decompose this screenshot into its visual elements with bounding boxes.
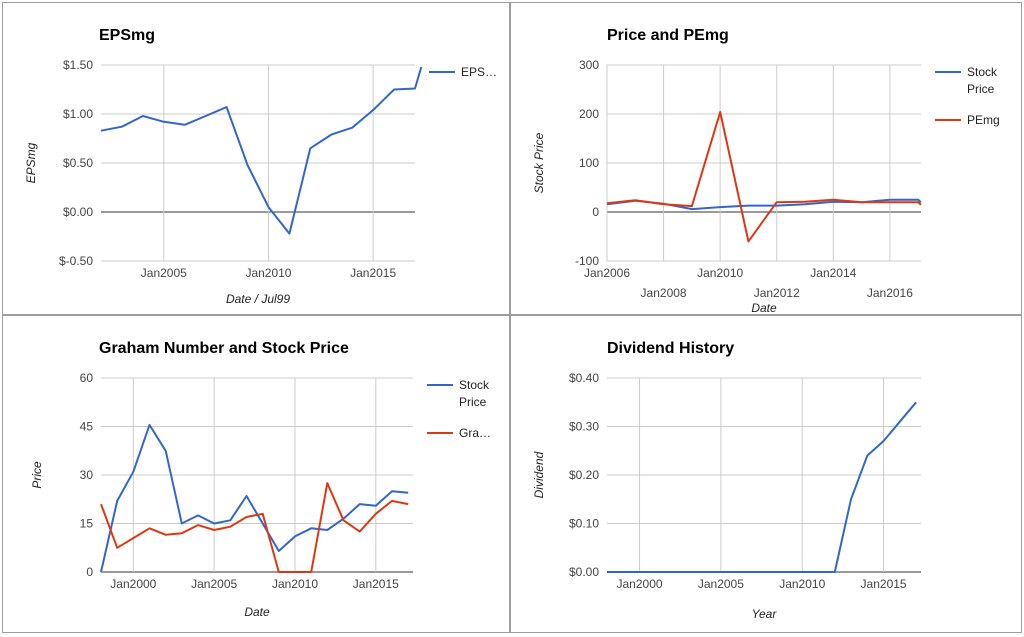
legend-label: Gra… <box>459 426 491 440</box>
legend-label: EPS… <box>461 65 497 79</box>
legend-label: Stock Price <box>967 65 998 96</box>
dividend-chart-panel: Dividend History $0.40 $0.30 $0.20 $0.10 $0.… <box>510 315 1022 633</box>
y-tick-label: $0.20 <box>569 468 599 482</box>
series-line-0 <box>100 423 409 573</box>
x-tick-label: Jan2006 <box>584 266 630 280</box>
y-axis-title: Dividend <box>532 451 546 498</box>
chart-title: Dividend History <box>607 340 735 357</box>
y-tick-label: $0.00 <box>63 205 93 219</box>
x-tick-label: Jan2015 <box>350 266 396 280</box>
y-tick-label: -100 <box>575 254 599 268</box>
series-line-0 <box>606 198 922 211</box>
x-tick-label: Jan2005 <box>191 577 237 591</box>
x-tick-label: Jan2010 <box>697 266 743 280</box>
eps-chart: $1.50 $1.00 $0.50 $0.00 $-0.50 Jan2005 Jan2010… <box>24 58 497 306</box>
series-line-1 <box>606 111 922 243</box>
x-axis-title: Date <box>751 301 777 315</box>
x-tick-label: Jan2010 <box>272 577 318 591</box>
chart-title: Graham Number and Stock Price <box>99 340 349 357</box>
legend-label: Stock Price <box>459 378 490 409</box>
eps-chart-panel: EPSmg $1.50 $1.00 $0.50 $0.00 $-0.50 Jan2005 J… <box>2 2 510 315</box>
y-tick-label: $0.30 <box>569 420 599 434</box>
x-tick-label: Jan2000 <box>617 577 663 591</box>
x-tick-label: Jan2010 <box>779 577 825 591</box>
y-axis-title: EPSmg <box>24 142 38 183</box>
x-tick-label: Jan2005 <box>141 266 187 280</box>
graham-chart: 60 45 30 15 0 Jan2000 Jan2005 Jan2010 Jan2015 Dat… <box>30 371 491 619</box>
graham-chart-panel: Graham Number and Stock Price 60 45 30 15 0 J… <box>2 315 510 633</box>
y-tick-label: 45 <box>80 420 94 434</box>
y-tick-label: $0.40 <box>569 371 599 385</box>
series-line-0 <box>607 401 917 573</box>
x-axis-title: Date / Jul99 <box>226 292 290 306</box>
y-tick-label: $0.10 <box>569 517 599 531</box>
legend-label: PEmg <box>967 113 1000 127</box>
y-tick-label: 0 <box>592 205 599 219</box>
x-tick-label: Jan2015 <box>353 577 399 591</box>
x-tick-label: Jan2012 <box>754 286 800 300</box>
chart-title: Price and PEmg <box>607 27 729 44</box>
x-tick-label: Jan2000 <box>110 577 156 591</box>
x-tick-label: Jan2008 <box>641 286 687 300</box>
y-tick-label: 15 <box>80 517 94 531</box>
y-tick-label: 60 <box>80 371 94 385</box>
x-tick-label: Jan2005 <box>698 577 744 591</box>
y-tick-label: 0 <box>86 565 93 579</box>
y-tick-label: 200 <box>579 107 599 121</box>
x-axis-title: Date <box>244 605 270 619</box>
series-line-1 <box>100 482 409 573</box>
y-axis-title: Stock Price <box>532 132 546 193</box>
y-tick-label: $-0.50 <box>59 254 93 268</box>
dividend-chart: $0.40 $0.30 $0.20 $0.10 $0.00 Jan2000 Jan2005 J… <box>532 371 921 621</box>
y-tick-label: 300 <box>579 58 599 72</box>
y-tick-label: 30 <box>80 468 94 482</box>
x-axis-title: Year <box>752 607 778 621</box>
y-tick-label: $0.00 <box>569 565 599 579</box>
y-axis-title: Price <box>30 461 44 489</box>
chart-title: EPSmg <box>99 27 156 44</box>
series-line-0 <box>100 66 423 235</box>
y-tick-label: $0.50 <box>63 156 93 170</box>
x-tick-label: Jan2015 <box>861 577 907 591</box>
y-tick-label: $1.00 <box>63 107 93 121</box>
x-tick-label: Jan2016 <box>867 286 913 300</box>
x-tick-label: Jan2014 <box>810 266 856 280</box>
y-tick-label: $1.50 <box>63 58 93 72</box>
x-tick-label: Jan2010 <box>245 266 291 280</box>
y-tick-label: 100 <box>579 156 599 170</box>
price-pe-chart-panel: Price and PEmg 300 200 100 0 -100 Jan2006 Jan2… <box>510 2 1022 315</box>
